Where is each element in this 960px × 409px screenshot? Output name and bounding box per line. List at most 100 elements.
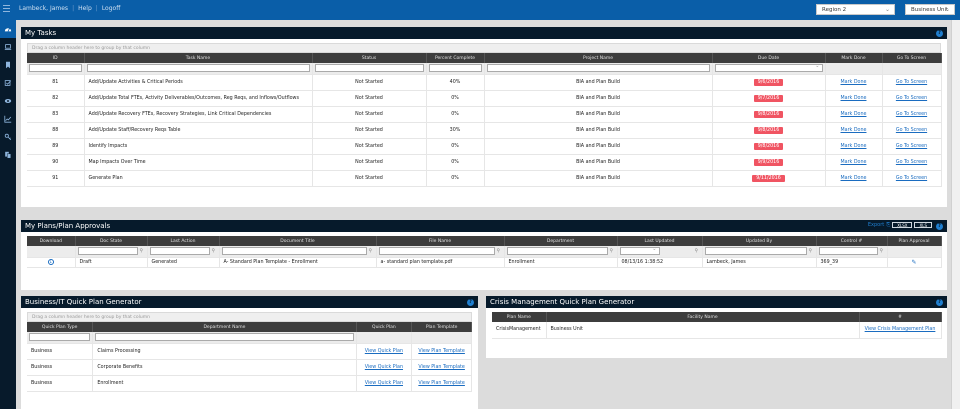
go-to-screen-link[interactable]: Go To Screen (895, 111, 928, 117)
sidebar-item-dashboard[interactable] (0, 20, 16, 38)
export-xls-button[interactable]: XLS (914, 222, 932, 228)
mark-done-link[interactable]: Mark Done (840, 127, 867, 133)
due-date-filter-select[interactable] (714, 63, 823, 73)
go-to-screen-link[interactable]: Go To Screen (895, 127, 928, 133)
go-to-screen-link[interactable]: Go To Screen (895, 175, 928, 181)
quick-plan-type-filter-input[interactable] (29, 333, 91, 342)
crisis-table: Plan Name Facility Name # CrisisManageme… (492, 312, 942, 339)
column-header-quick-plan-type[interactable]: Quick Plan Type (27, 322, 94, 332)
column-header-file-name[interactable]: File Name (376, 236, 505, 246)
export-xlsx-button[interactable]: XLSX (892, 222, 913, 228)
mark-done-link[interactable]: Mark Done (840, 95, 867, 101)
view-plan-template-link[interactable]: View Plan Template (418, 380, 465, 386)
column-header-project-name[interactable]: Project Name (484, 53, 713, 63)
department-filter-input[interactable] (506, 247, 608, 256)
mark-done-link[interactable]: Mark Done (840, 143, 867, 149)
column-header-department-name[interactable]: Department Name (92, 322, 357, 332)
filter-icon[interactable]: ⚲ (609, 248, 614, 255)
view-plan-template-link[interactable]: View Plan Template (418, 348, 465, 354)
status-filter-input[interactable] (314, 64, 424, 73)
doc-state-filter-input[interactable] (77, 247, 138, 256)
column-header-plan-template[interactable]: Plan Template (411, 322, 472, 332)
hamburger-menu-icon[interactable] (3, 4, 10, 13)
tasks-table: ID Task Name Status Percent Complete Pro… (27, 53, 942, 187)
group-by-drop-area[interactable]: Drag a column header here to group by th… (27, 312, 472, 322)
user-name-link[interactable]: Lambeck, James (19, 5, 69, 12)
filter-icon[interactable]: ⚲ (211, 248, 216, 255)
go-to-screen-link[interactable]: Go To Screen (895, 143, 928, 149)
filter-icon[interactable]: ⚲ (879, 248, 884, 255)
help-icon[interactable]: ? (936, 299, 943, 306)
view-crisis-plan-link[interactable]: View Crisis Management Plan (864, 327, 936, 333)
view-quick-plan-link[interactable]: View Quick Plan (364, 348, 403, 354)
mark-done-link[interactable]: Mark Done (840, 111, 867, 117)
percent-filter-input[interactable] (428, 64, 482, 73)
sidebar-item-laptop[interactable] (0, 38, 16, 56)
view-plan-template-link[interactable]: View Plan Template (418, 364, 465, 370)
mark-done-link[interactable]: Mark Done (840, 175, 867, 181)
region-select[interactable]: Region 2 ⌄ (816, 4, 895, 15)
sidebar-item-documents[interactable] (0, 146, 16, 164)
column-header-updated-by[interactable]: Updated By (702, 236, 817, 246)
column-header-go-to-screen[interactable]: Go To Screen (882, 53, 942, 63)
department-name-filter-input[interactable] (95, 333, 354, 342)
download-icon[interactable]: ↓ (47, 259, 54, 265)
column-header-due-date[interactable]: Due Date (712, 53, 826, 63)
id-filter-input[interactable] (29, 64, 82, 73)
column-header-task-name[interactable]: Task Name (84, 53, 313, 63)
column-header-number[interactable]: # (859, 312, 942, 322)
filter-icon[interactable]: ⚲ (368, 248, 373, 255)
sidebar-item-keys[interactable] (0, 128, 16, 146)
task-percent: 0% (426, 138, 485, 155)
last-action-filter-input[interactable] (149, 247, 210, 256)
column-header-last-action[interactable]: Last Action (147, 236, 220, 246)
column-header-id[interactable]: ID (27, 53, 85, 63)
edit-pencil-icon[interactable]: ✎ (911, 258, 917, 266)
column-header-department[interactable]: Department (504, 236, 618, 246)
business-unit-select[interactable]: Business Unit ⌄ (905, 4, 955, 15)
task-id: 81 (27, 74, 85, 91)
sidebar-item-bookmark[interactable] (0, 56, 16, 74)
filter-icon[interactable]: ⚲ (694, 248, 699, 255)
last-updated-filter-select[interactable] (619, 246, 660, 256)
column-header-mark-done[interactable]: Mark Done (825, 53, 883, 63)
document-title-filter-input[interactable] (221, 247, 367, 256)
quick-plan-type: Business (27, 359, 94, 376)
control-filter-input[interactable] (818, 247, 878, 256)
project-filter-input[interactable] (486, 64, 710, 73)
file-name-filter-input[interactable] (378, 247, 495, 256)
filter-icon[interactable]: ⚲ (808, 248, 813, 255)
column-header-download[interactable]: Download (27, 236, 76, 246)
task-name-filter-input[interactable] (86, 64, 310, 73)
help-icon[interactable]: ? (467, 299, 474, 306)
column-header-quick-plan[interactable]: Quick Plan (356, 322, 413, 332)
help-icon[interactable]: ? (936, 30, 943, 37)
sidebar-item-reports[interactable] (0, 110, 16, 128)
column-header-last-updated[interactable]: Last Updated (617, 236, 703, 246)
help-link[interactable]: Help (78, 5, 92, 12)
go-to-screen-link[interactable]: Go To Screen (895, 79, 928, 85)
view-quick-plan-link[interactable]: View Quick Plan (364, 380, 403, 386)
go-to-screen-link[interactable]: Go To Screen (895, 159, 928, 165)
column-header-percent-complete[interactable]: Percent Complete (426, 53, 485, 63)
mark-done-link[interactable]: Mark Done (840, 79, 867, 85)
help-icon[interactable]: ? (936, 223, 943, 230)
logoff-link[interactable]: Logoff (101, 5, 121, 12)
view-quick-plan-link[interactable]: View Quick Plan (364, 364, 403, 370)
column-header-control-number[interactable]: Control # (816, 236, 888, 246)
group-by-drop-area[interactable]: Drag a column header here to group by th… (27, 43, 941, 53)
column-header-document-title[interactable]: Document Title (219, 236, 377, 246)
column-header-status[interactable]: Status (312, 53, 427, 63)
mark-done-link[interactable]: Mark Done (840, 159, 867, 165)
column-header-doc-state[interactable]: Doc State (75, 236, 148, 246)
filter-icon[interactable]: ⚲ (139, 248, 144, 255)
column-header-plan-name[interactable]: Plan Name (492, 312, 547, 322)
filter-icon[interactable]: ⚲ (496, 248, 501, 255)
go-to-screen-link[interactable]: Go To Screen (895, 95, 928, 101)
sidebar-item-view[interactable] (0, 92, 16, 110)
sidebar-item-tasks[interactable] (0, 74, 16, 92)
updated-by-filter-input[interactable] (704, 247, 807, 256)
column-header-facility-name[interactable]: Facility Name (546, 312, 860, 322)
page-scrollbar[interactable] (951, 20, 960, 409)
column-header-plan-approval[interactable]: Plan Approval (887, 236, 942, 246)
